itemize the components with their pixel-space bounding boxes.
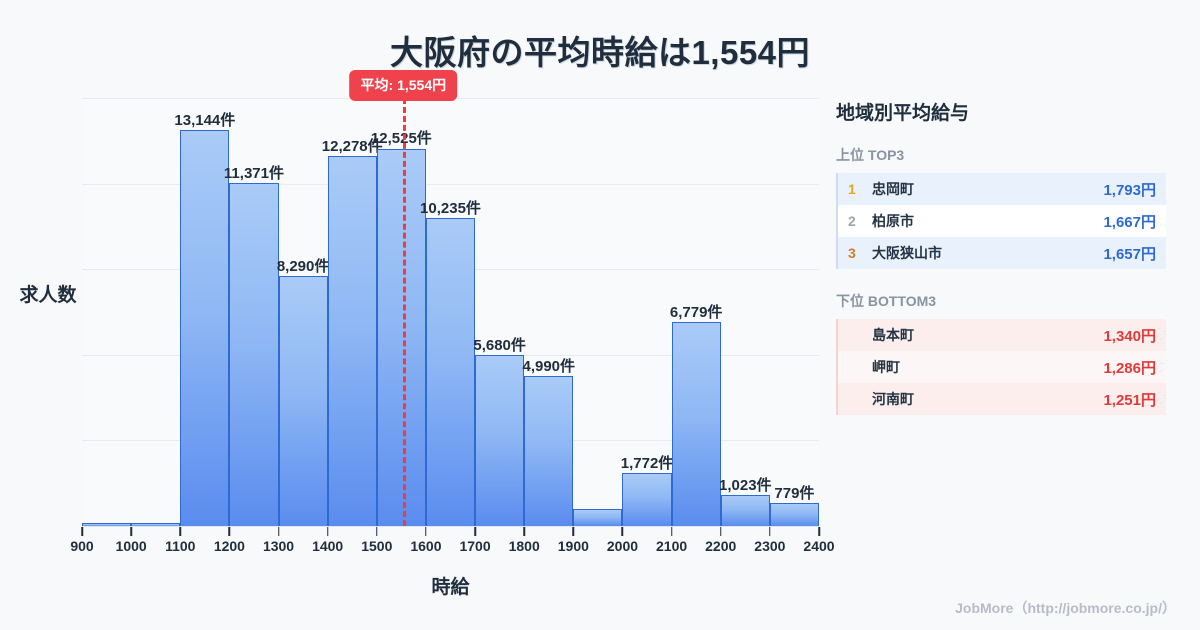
- rank-region-name: 忠岡町: [872, 181, 914, 197]
- rank-row[interactable]: 1 忠岡町 1,793円: [838, 173, 1166, 205]
- bar-value-label: 1,772件: [620, 454, 674, 472]
- bar: [671, 321, 721, 526]
- x-tick: [621, 527, 624, 536]
- x-tick-label: 1600: [410, 538, 442, 554]
- plot-area: 13,144件 11,371件 8,290件 12,278件 12,525件 10,235…: [82, 98, 819, 526]
- x-tick-label: 1500: [361, 538, 393, 554]
- bar: [131, 523, 181, 526]
- bar-value-label: 8,290件: [276, 258, 330, 276]
- bar-value-label: 1,023件: [719, 477, 772, 495]
- rank-region-name: 柏原市: [872, 213, 914, 229]
- rank-row[interactable]: 島本町 1,340円: [838, 319, 1166, 351]
- y-axis-title: 求人数: [19, 285, 77, 306]
- x-tick: [179, 527, 182, 536]
- bar-value-label: 4,990件: [522, 357, 576, 375]
- rank-row[interactable]: 2 柏原市 1,667円: [838, 205, 1166, 237]
- bar-value-label: 13,144件: [174, 111, 236, 129]
- gridline: [82, 183, 819, 185]
- bar: [327, 155, 377, 526]
- average-badge: 平均: 1,554円: [349, 70, 458, 101]
- x-tick-label: 1900: [557, 538, 589, 554]
- bar: [769, 502, 819, 526]
- rank-region-name: 大阪狭山市: [872, 245, 942, 261]
- rank-wage-value: 1,657円: [1103, 245, 1156, 263]
- rank-wage-value: 1,286円: [1103, 359, 1156, 377]
- rank-region-name: 岬町: [872, 359, 900, 375]
- x-tick-label: 1800: [508, 538, 540, 554]
- x-tick: [474, 527, 476, 536]
- x-tick: [572, 527, 575, 536]
- bar-value-label: 11,371件: [223, 165, 284, 183]
- bar-value-label: 12,525件: [370, 130, 432, 148]
- x-tick: [130, 527, 132, 536]
- top3-table: 1 忠岡町 1,793円 2 柏原市 1,667円 3 大阪狭山市 1,657円: [836, 173, 1166, 269]
- x-tick-label: 1700: [459, 538, 491, 554]
- x-tick-label: 2300: [754, 538, 786, 554]
- page-title: 大阪府の平均時給は1,554円: [389, 34, 811, 71]
- x-tick-label: 1300: [262, 538, 295, 554]
- rank-wage-value: 1,667円: [1103, 213, 1156, 231]
- bottom3-heading: 下位 BOTTOM3: [836, 293, 937, 309]
- rank-number: 1: [848, 181, 856, 197]
- footer-attribution: JobMore（http://jobmore.co.jp/）: [955, 600, 1176, 616]
- x-tick: [818, 527, 820, 536]
- histogram-chart: 13,144件 11,371件 8,290件 12,278件 12,525件 10,235…: [0, 70, 835, 610]
- x-tick: [769, 527, 771, 536]
- x-tick-label: 2100: [656, 538, 688, 554]
- bar: [229, 183, 279, 526]
- bar-series: 13,144件 11,371件 8,290件 12,278件 12,525件 10,235…: [82, 98, 819, 526]
- region-salary-panel: 地域別平均給与 上位 TOP3 1 忠岡町 1,793円 2 柏原市 1,667円 3 大阪狭…: [836, 98, 1166, 437]
- x-tick: [425, 527, 427, 536]
- bar-value-label: 5,680件: [473, 336, 526, 354]
- rank-wage-value: 1,793円: [1103, 181, 1156, 199]
- x-tick-label: 1000: [115, 538, 147, 554]
- bar-value-label: 779件: [774, 484, 815, 502]
- x-tick-label: 900: [70, 538, 94, 554]
- bar: [425, 217, 476, 526]
- rank-wage-value: 1,340円: [1103, 327, 1156, 345]
- bar: [573, 509, 623, 526]
- x-tick: [326, 527, 329, 536]
- rank-row[interactable]: 河南町 1,251円: [838, 383, 1166, 415]
- x-tick-label: 1200: [213, 538, 245, 554]
- rank-number: 3: [848, 245, 856, 261]
- bar: [376, 148, 426, 526]
- bar-value-label: 6,779件: [669, 303, 723, 321]
- x-tick: [670, 527, 673, 536]
- x-tick: [376, 527, 378, 536]
- x-tick-label: 1100: [165, 538, 196, 554]
- x-tick-label: 1400: [312, 538, 344, 554]
- bar: [475, 354, 525, 526]
- rank-wage-value: 1,251円: [1103, 391, 1156, 409]
- bar: [622, 472, 672, 526]
- rank-region-name: 河南町: [872, 391, 914, 407]
- bar: [720, 495, 770, 526]
- axis-baseline: [82, 526, 819, 527]
- x-tick: [719, 527, 722, 536]
- bar: [180, 129, 230, 526]
- x-tick: [228, 527, 231, 536]
- x-tick: [277, 527, 280, 536]
- bottom3-table: 島本町 1,340円岬町 1,286円河南町 1,251円: [836, 319, 1166, 415]
- bar: [524, 375, 574, 526]
- x-tick: [523, 527, 525, 536]
- x-tick-label: 2000: [606, 538, 639, 554]
- rank-number: 2: [848, 213, 856, 229]
- bar-value-label: 12,278件: [321, 137, 383, 155]
- top3-heading: 上位 TOP3: [836, 147, 905, 163]
- bar-value-label: 10,235件: [420, 199, 481, 217]
- x-tick: [81, 527, 83, 536]
- bar: [278, 276, 328, 526]
- bar: [82, 523, 132, 526]
- rank-row[interactable]: 岬町 1,286円: [838, 351, 1166, 383]
- rank-region-name: 島本町: [872, 327, 914, 343]
- sidebar-title: 地域別平均給与: [836, 103, 970, 124]
- rank-row[interactable]: 3 大阪狭山市 1,657円: [838, 237, 1166, 269]
- x-axis-title: 時給: [431, 577, 470, 598]
- x-tick-label: 2200: [705, 538, 737, 554]
- average-line: [403, 98, 407, 526]
- x-tick-label: 2400: [803, 538, 835, 554]
